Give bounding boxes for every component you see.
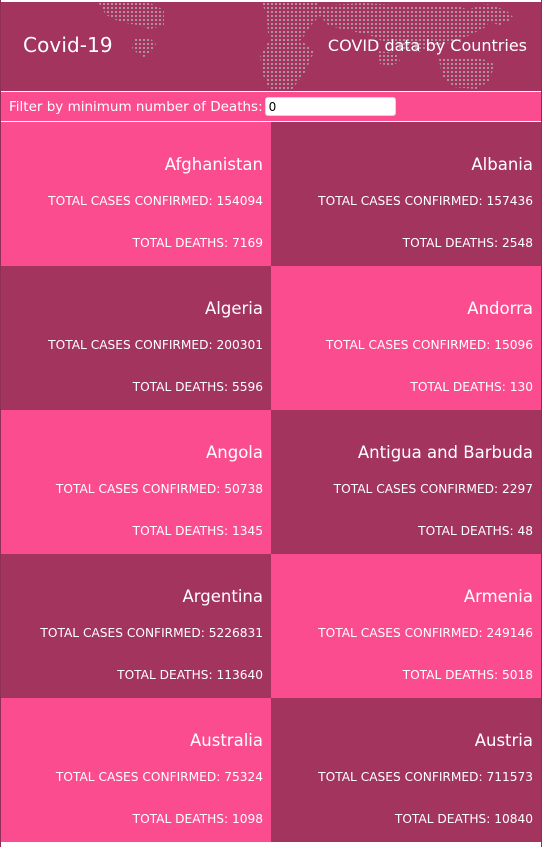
total-deaths: TOTAL DEATHS: 1345 [132,524,263,538]
confirmed-cases: TOTAL CASES CONFIRMED: 157436 [318,194,533,208]
total-deaths: TOTAL DEATHS: 5018 [402,668,533,682]
total-deaths: TOTAL DEATHS: 113640 [117,668,263,682]
country-name: Angola [205,443,263,462]
country-card-albania: Albania TOTAL CASES CONFIRMED: 157436 TO… [271,122,541,266]
total-deaths: TOTAL DEATHS: 2548 [402,236,533,250]
total-deaths: TOTAL DEATHS: 48 [418,524,533,538]
confirmed-cases: TOTAL CASES CONFIRMED: 50738 [55,482,263,496]
country-name: Armenia [463,587,533,606]
country-name: Argentina [182,587,264,606]
country-name: Afghanistan [164,155,263,174]
total-deaths: TOTAL DEATHS: 7169 [132,236,263,250]
total-deaths: TOTAL DEATHS: 10840 [394,812,533,826]
country-card-armenia: Armenia TOTAL CASES CONFIRMED: 249146 TO… [271,554,541,698]
confirmed-cases: TOTAL CASES CONFIRMED: 711573 [318,770,533,784]
app-title: Covid-19 [23,33,113,57]
country-name: Antigua and Barbuda [357,443,533,462]
country-card-antigua-and-barbuda: Antigua and Barbuda TOTAL CASES CONFIRME… [271,410,541,554]
country-card-andorra: Andorra TOTAL CASES CONFIRMED: 15096 TOT… [271,266,541,410]
country-name: Austria [474,731,533,750]
country-name: Australia [190,731,263,750]
total-deaths: TOTAL DEATHS: 1098 [132,812,263,826]
country-card-afghanistan: Afghanistan TOTAL CASES CONFIRMED: 15409… [1,122,271,266]
country-card-angola: Angola TOTAL CASES CONFIRMED: 50738 TOTA… [1,410,271,554]
country-card-australia: Australia TOTAL CASES CONFIRMED: 75324 T… [1,698,271,842]
country-grid: Afghanistan TOTAL CASES CONFIRMED: 15409… [1,122,541,842]
deaths-filter-label: Filter by minimum number of Deaths: [9,98,263,115]
country-card-austria: Austria TOTAL CASES CONFIRMED: 711573 TO… [271,698,541,842]
country-name: Algeria [205,299,263,318]
confirmed-cases: TOTAL CASES CONFIRMED: 75324 [55,770,263,784]
country-name: Albania [471,155,533,174]
confirmed-cases: TOTAL CASES CONFIRMED: 200301 [48,338,263,352]
confirmed-cases: TOTAL CASES CONFIRMED: 2297 [333,482,533,496]
confirmed-cases: TOTAL CASES CONFIRMED: 249146 [318,626,533,640]
deaths-filter-bar: Filter by minimum number of Deaths: [1,91,541,122]
confirmed-cases: TOTAL CASES CONFIRMED: 15096 [325,338,533,352]
confirmed-cases: TOTAL CASES CONFIRMED: 154094 [48,194,263,208]
total-deaths: TOTAL DEATHS: 130 [410,380,533,394]
country-card-algeria: Algeria TOTAL CASES CONFIRMED: 200301 TO… [1,266,271,410]
total-deaths: TOTAL DEATHS: 5596 [132,380,263,394]
country-name: Andorra [467,299,533,318]
world-map-icon [86,2,516,91]
page-subtitle: COVID data by Countries [327,36,527,55]
confirmed-cases: TOTAL CASES CONFIRMED: 5226831 [40,626,263,640]
country-card-argentina: Argentina TOTAL CASES CONFIRMED: 5226831… [1,554,271,698]
minimum-deaths-input[interactable] [264,97,396,116]
site-header: Covid-19 COVID data by Countries [1,0,541,91]
